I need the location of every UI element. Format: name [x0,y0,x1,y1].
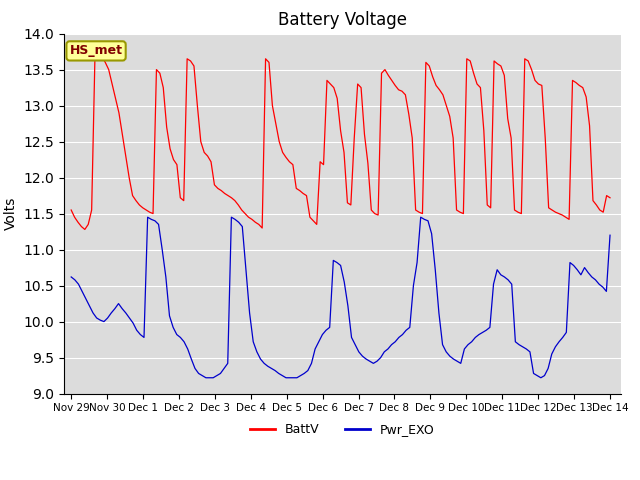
Legend: BattV, Pwr_EXO: BattV, Pwr_EXO [245,419,440,441]
Title: Battery Voltage: Battery Voltage [278,11,407,29]
Text: HS_met: HS_met [70,44,123,58]
Y-axis label: Volts: Volts [4,197,18,230]
